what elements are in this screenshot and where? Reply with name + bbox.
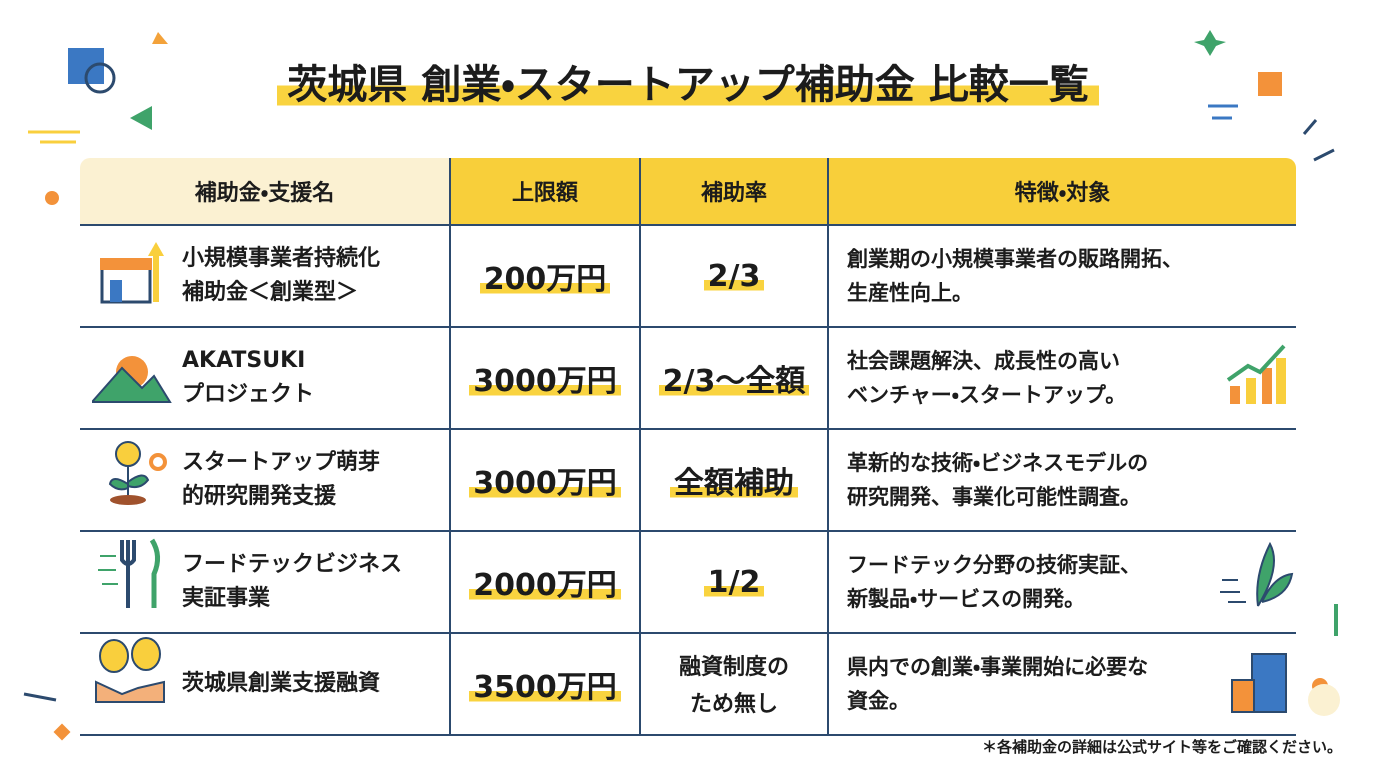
amount-cell: 2000万円 — [449, 530, 640, 633]
description: 県内での創業・事業開始に必要な 資金。 — [827, 632, 1296, 736]
program-name: 小規模事業者持続化 補助金＜創業型＞ — [80, 224, 450, 327]
rate-cell: 融資制度の ため無し — [639, 632, 828, 736]
header-row: 補助金・支援名 上限額 補助率 特徴・対象 — [80, 158, 1296, 225]
loan-icon — [95, 637, 165, 703]
program-name: フードテックビジネス 実証事業 — [80, 530, 450, 633]
comparison-table: 補助金・支援名 上限額 補助率 特徴・対象 小規模事業者持続化 補助金＜創業型＞ 200… — [80, 158, 1296, 736]
amount-cell: 3000万円 — [449, 326, 640, 429]
description: 革新的な技術・ビジネスモデルの 研究開発、事業化可能性調査。 — [827, 428, 1296, 531]
leaf-icon — [1220, 541, 1294, 607]
column-header: 特徴・対象 — [827, 158, 1296, 225]
table-row: フードテックビジネス 実証事業 2000万円 1/2 フードテック分野の技術実証、 新… — [80, 530, 1296, 633]
amount: 2000万円 — [469, 568, 621, 603]
table-row: 小規模事業者持続化 補助金＜創業型＞ 200万円 2/3 創業期の小規模事業者の販路開… — [80, 224, 1296, 327]
rate-cell: 1/2 — [639, 530, 828, 633]
column-header: 補助金・支援名 — [80, 158, 450, 225]
description: 社会課題解決、成長性の高い ベンチャー・スタートアップ。 — [827, 326, 1296, 429]
rate-cell: 2/3 — [639, 224, 828, 327]
rate-cell: 2/3～全額 — [639, 326, 828, 429]
growth-icon — [1226, 344, 1286, 404]
building-icon — [1231, 653, 1287, 713]
rate: 1/2 — [703, 564, 765, 600]
rate: 2/3～全額 — [658, 364, 810, 399]
shop-icon — [100, 242, 164, 304]
amount-cell: 3000万円 — [449, 428, 640, 531]
amount: 3500万円 — [469, 670, 621, 705]
rate-cell: 全額補助 — [639, 428, 828, 531]
table-row: AKATSUKI プロジェクト 3000万円 2/3～全額 社会課題解決、成長性の高い… — [80, 326, 1296, 429]
title: 茨城県 創業・スタートアップ補助金 比較一覧 — [277, 52, 1099, 110]
column-header: 上限額 — [449, 158, 640, 225]
sunrise-icon — [92, 356, 172, 403]
rate: 融資制度の ため無し — [678, 655, 789, 717]
amount: 3000万円 — [469, 466, 621, 501]
column-header: 補助率 — [639, 158, 828, 225]
description: 創業期の小規模事業者の販路開拓、 生産性向上。 — [827, 224, 1296, 327]
food-tech-icon — [98, 538, 160, 608]
amount: 3000万円 — [469, 364, 621, 399]
table-row: 茨城県創業支援融資 3500万円 融資制度の ため無し 県内での創業・事業開始に必要な… — [80, 632, 1296, 736]
rate: 2/3 — [703, 258, 765, 294]
rate: 全額補助 — [670, 466, 798, 501]
sprout-icon — [108, 441, 167, 505]
amount-cell: 200万円 — [449, 224, 640, 327]
amount-cell: 3500万円 — [449, 632, 640, 736]
amount: 200万円 — [479, 262, 611, 297]
description: フードテック分野の技術実証、 新製品・サービスの開発。 — [827, 530, 1296, 633]
footnote: ＊各補助金の詳細は公式サイト等をご確認ください。 — [981, 738, 1342, 756]
table-row: スタートアップ萌芽 的研究開発支援 3000万円 全額補助 革新的な技術・ビジネスモデ… — [80, 428, 1296, 531]
